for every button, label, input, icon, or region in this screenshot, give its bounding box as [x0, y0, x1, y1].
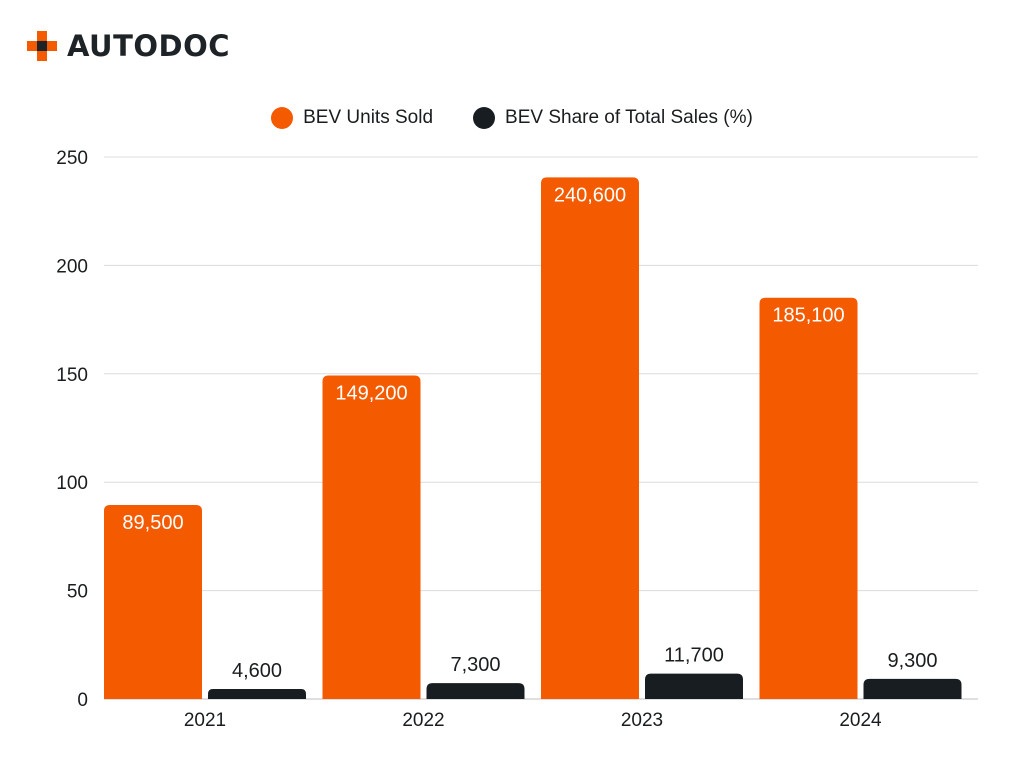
bar-units-sold	[322, 375, 421, 699]
x-tick-label: 2022	[402, 710, 444, 731]
bar-share	[426, 683, 525, 699]
y-tick-label: 100	[56, 473, 88, 494]
chart-legend: BEV Units Sold BEV Share of Total Sales …	[0, 104, 1024, 132]
brand-name: AUTODOC	[67, 29, 231, 63]
y-tick-label: 150	[56, 365, 88, 386]
data-label-share: 7,300	[450, 654, 500, 676]
data-label-share: 9,300	[887, 650, 937, 672]
y-tick-label: 250	[56, 148, 88, 169]
plus-cross-logo-icon	[27, 31, 57, 61]
bar-units-sold	[759, 297, 858, 699]
x-tick-label: 2023	[621, 710, 663, 731]
brand-logo: AUTODOC	[26, 28, 230, 64]
data-label-units-sold: 240,600	[554, 184, 626, 206]
data-label-units-sold: 89,500	[122, 512, 183, 534]
bar-share	[863, 678, 962, 699]
data-label-units-sold: 185,100	[772, 305, 844, 327]
y-tick-label: 200	[56, 256, 88, 277]
x-tick-label: 2021	[184, 710, 226, 731]
legend-label-share: BEV Share of Total Sales (%)	[505, 107, 753, 128]
bar-share	[208, 689, 306, 699]
y-tick-label: 0	[77, 690, 88, 711]
data-label-units-sold: 149,200	[335, 383, 407, 405]
y-tick-label: 50	[67, 582, 88, 603]
x-tick-label: 2024	[839, 710, 882, 731]
bar-units-sold	[104, 504, 202, 699]
legend-label-units-sold: BEV Units Sold	[303, 107, 434, 128]
legend-swatch-share	[473, 107, 496, 129]
bar-units-sold	[541, 177, 639, 699]
bar-share	[645, 673, 743, 699]
legend-swatch-units-sold	[271, 107, 294, 129]
legend-item-units-sold: BEV Units Sold	[271, 104, 433, 132]
data-label-share: 4,600	[232, 660, 282, 682]
data-label-share: 11,700	[664, 645, 724, 667]
legend-item-share: BEV Share of Total Sales (%)	[473, 104, 753, 132]
